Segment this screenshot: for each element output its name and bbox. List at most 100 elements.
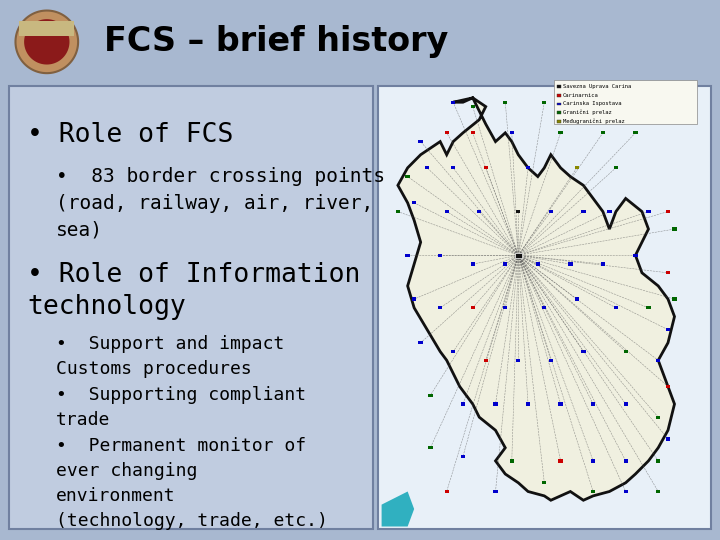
Bar	[405, 254, 410, 257]
Bar	[656, 416, 660, 419]
Bar	[493, 402, 498, 406]
Polygon shape	[382, 491, 414, 526]
Bar	[418, 140, 423, 143]
Bar	[503, 306, 508, 309]
Bar	[666, 271, 670, 274]
Text: Međugranični prelaz: Međugranični prelaz	[562, 119, 624, 124]
Bar	[581, 210, 585, 213]
Bar	[451, 166, 455, 170]
Bar	[549, 359, 553, 362]
Bar	[428, 394, 433, 397]
Text: Savezna Uprava Carina: Savezna Uprava Carina	[562, 84, 631, 89]
FancyBboxPatch shape	[9, 86, 373, 529]
Bar	[425, 166, 429, 170]
Bar	[484, 166, 488, 170]
Bar	[405, 175, 410, 178]
Bar	[542, 306, 546, 309]
FancyBboxPatch shape	[378, 86, 711, 529]
Bar	[666, 385, 670, 388]
Bar	[607, 210, 611, 213]
Text: • Role of FCS: • Role of FCS	[27, 122, 234, 147]
Text: • Role of Information
technology: • Role of Information technology	[27, 262, 361, 320]
Bar	[471, 306, 475, 309]
Bar	[568, 262, 572, 266]
Bar	[412, 201, 416, 205]
Bar	[542, 481, 546, 484]
Bar	[656, 359, 660, 362]
Bar	[438, 306, 442, 309]
Bar	[591, 402, 595, 406]
Bar	[471, 105, 475, 108]
Bar	[503, 100, 508, 104]
Bar	[666, 328, 670, 331]
Text: Carinarnica: Carinarnica	[562, 93, 598, 98]
Bar	[634, 131, 638, 134]
Bar	[412, 298, 416, 301]
Bar	[526, 402, 530, 406]
Polygon shape	[19, 22, 74, 36]
Bar	[444, 210, 449, 213]
Bar	[624, 490, 628, 493]
Bar	[516, 359, 521, 362]
Bar	[549, 210, 553, 213]
Text: •  Supporting compliant
trade: • Supporting compliant trade	[56, 386, 306, 429]
Bar	[559, 402, 563, 406]
Bar	[647, 306, 651, 309]
Bar	[471, 131, 475, 134]
Bar	[624, 350, 628, 353]
Bar	[672, 298, 677, 301]
Bar	[461, 455, 465, 458]
Polygon shape	[398, 98, 675, 500]
Bar	[396, 210, 400, 213]
FancyBboxPatch shape	[554, 80, 697, 124]
Bar	[451, 350, 455, 353]
Bar	[461, 402, 465, 406]
Bar	[515, 253, 522, 258]
Bar	[557, 85, 561, 88]
Bar	[493, 490, 498, 493]
Bar	[536, 262, 540, 266]
Bar	[471, 262, 475, 266]
Polygon shape	[16, 10, 78, 73]
Bar	[438, 254, 442, 257]
Bar	[600, 131, 605, 134]
Bar	[557, 120, 561, 123]
Text: •  Support and impact
Customs procedures: • Support and impact Customs procedures	[56, 335, 284, 378]
Text: Carinska Ispostava: Carinska Ispostava	[562, 102, 621, 106]
Bar	[591, 459, 595, 462]
Bar	[451, 100, 455, 104]
Bar	[557, 94, 561, 97]
Bar	[666, 437, 670, 441]
Bar	[418, 341, 423, 345]
Bar	[613, 306, 618, 309]
Bar	[559, 131, 563, 134]
Bar	[542, 100, 546, 104]
Bar	[575, 166, 579, 170]
Bar	[672, 227, 677, 231]
Bar	[600, 262, 605, 266]
Text: •  83 border crossing points
(road, railway, air, river,
sea): • 83 border crossing points (road, railw…	[56, 167, 385, 239]
Bar	[484, 359, 488, 362]
Text: •  Permanent monitor of
ever changing
environment
(technology, trade, etc.): • Permanent monitor of ever changing env…	[56, 437, 328, 530]
Bar	[510, 131, 514, 134]
Bar	[613, 166, 618, 170]
Bar	[666, 210, 670, 213]
Bar	[557, 103, 561, 105]
Bar	[503, 262, 508, 266]
Bar	[656, 459, 660, 462]
Bar	[647, 210, 651, 213]
Bar	[559, 459, 563, 462]
Bar	[526, 166, 530, 170]
Bar	[634, 254, 638, 257]
Text: Granični prelaz: Granični prelaz	[562, 110, 611, 116]
Bar	[624, 459, 628, 462]
Bar	[624, 402, 628, 406]
Polygon shape	[24, 19, 69, 64]
Bar	[656, 490, 660, 493]
Bar	[557, 111, 561, 114]
Bar	[516, 210, 521, 213]
Text: FCS – brief history: FCS – brief history	[104, 25, 449, 58]
Bar	[477, 210, 482, 213]
Bar	[510, 459, 514, 462]
Bar	[428, 446, 433, 449]
